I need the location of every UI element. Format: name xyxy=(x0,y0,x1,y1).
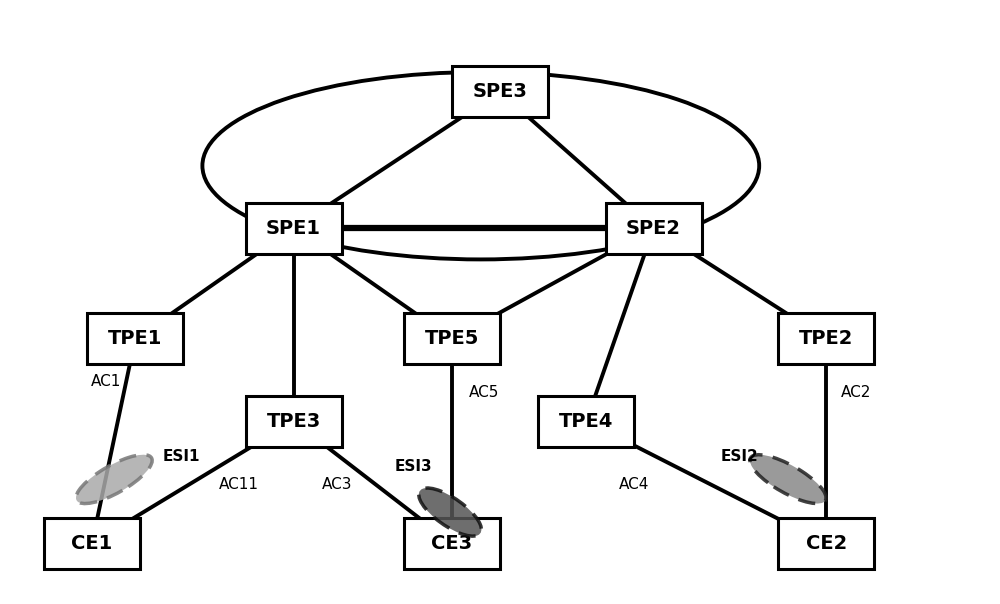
Text: ESI3: ESI3 xyxy=(395,459,432,474)
Text: CE2: CE2 xyxy=(806,534,847,553)
Text: TPE2: TPE2 xyxy=(799,329,854,349)
FancyBboxPatch shape xyxy=(246,203,342,254)
Text: SPE2: SPE2 xyxy=(626,219,681,238)
FancyBboxPatch shape xyxy=(452,66,548,117)
FancyBboxPatch shape xyxy=(538,396,634,447)
Ellipse shape xyxy=(419,488,481,536)
FancyBboxPatch shape xyxy=(778,518,874,569)
FancyBboxPatch shape xyxy=(778,313,874,364)
Text: CE1: CE1 xyxy=(71,534,113,553)
Text: AC11: AC11 xyxy=(219,477,259,492)
Text: AC4: AC4 xyxy=(619,477,650,492)
Text: SPE1: SPE1 xyxy=(266,219,321,238)
Text: ESI2: ESI2 xyxy=(721,449,759,464)
FancyBboxPatch shape xyxy=(404,518,500,569)
Text: AC1: AC1 xyxy=(90,374,121,389)
Text: TPE5: TPE5 xyxy=(425,329,479,349)
Text: TPE3: TPE3 xyxy=(266,412,321,431)
Ellipse shape xyxy=(76,455,152,504)
Text: TPE4: TPE4 xyxy=(559,412,614,431)
FancyBboxPatch shape xyxy=(44,518,140,569)
Text: AC5: AC5 xyxy=(469,385,500,400)
Text: TPE1: TPE1 xyxy=(108,329,162,349)
Text: SPE3: SPE3 xyxy=(473,82,527,101)
FancyBboxPatch shape xyxy=(87,313,183,364)
FancyBboxPatch shape xyxy=(246,396,342,447)
FancyBboxPatch shape xyxy=(404,313,500,364)
FancyBboxPatch shape xyxy=(606,203,702,254)
Text: AC2: AC2 xyxy=(841,385,871,400)
Text: AC3: AC3 xyxy=(322,477,352,492)
Ellipse shape xyxy=(750,455,826,504)
Text: ESI1: ESI1 xyxy=(163,449,200,464)
Text: CE3: CE3 xyxy=(431,534,473,553)
